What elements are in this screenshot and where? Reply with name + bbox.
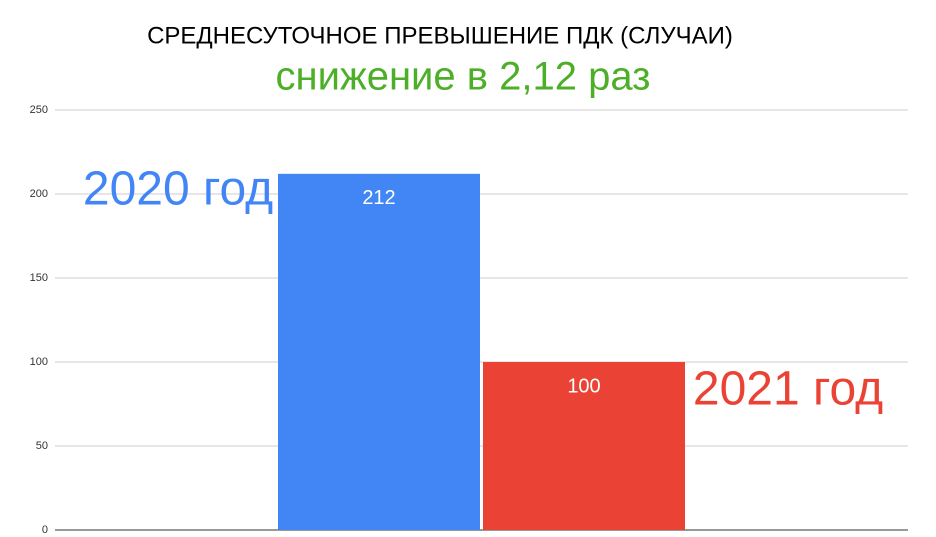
y-tick-label: 250 <box>30 104 48 116</box>
chart-title: СРЕДНЕСУТОЧНОЕ ПРЕВЫШЕНИЕ ПДК (СЛУЧАИ) <box>147 22 733 49</box>
y-tick-label: 200 <box>30 188 48 200</box>
bar <box>278 173 480 530</box>
chart-subtitle: снижение в 2,12 раз <box>276 55 651 99</box>
category-label: 2020 год <box>83 163 273 216</box>
category-label: 2021 год <box>693 363 883 416</box>
y-tick-label: 50 <box>36 440 48 452</box>
y-tick-label: 0 <box>42 524 48 536</box>
value-label: 100 <box>567 375 600 397</box>
value-label: 212 <box>362 187 395 209</box>
y-tick-label: 100 <box>30 356 48 368</box>
bar <box>483 362 685 530</box>
y-tick-label: 150 <box>30 272 48 284</box>
